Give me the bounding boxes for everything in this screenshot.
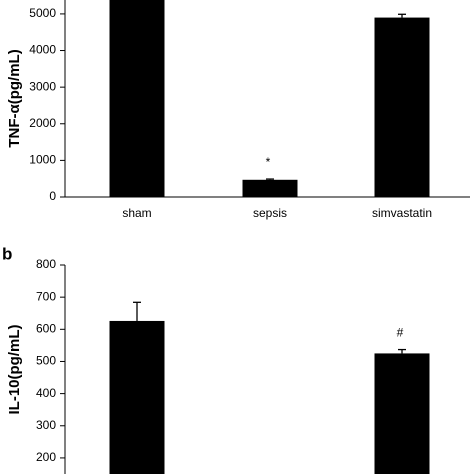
- y-tick-label: 1000: [29, 153, 56, 167]
- y-tick-label: 5000: [29, 6, 56, 20]
- plot-area: [109, 301, 430, 474]
- bar: [242, 179, 298, 197]
- y-tick-label: 800: [36, 257, 56, 271]
- error-bar: [398, 13, 406, 18]
- panel-label: b: [2, 244, 12, 263]
- x-tick-label: sham: [122, 206, 151, 220]
- y-axis-label: TNF-α(pg/mL): [6, 49, 23, 147]
- annotation: #: [397, 326, 404, 340]
- y-tick-label: 600: [36, 321, 56, 335]
- y-tick-label: 200: [36, 450, 56, 464]
- y-tick-label: 300: [36, 418, 56, 432]
- annotation: *: [266, 155, 271, 169]
- x-tick-label: sepsis: [253, 206, 287, 220]
- y-axis-label: IL-10(pg/mL): [6, 325, 23, 415]
- error-bar: [398, 348, 406, 354]
- bar: [109, 320, 165, 474]
- bar: [374, 17, 430, 197]
- y-tick-label: 500: [36, 354, 56, 368]
- y-tick-label: 2000: [29, 116, 56, 130]
- bar: [374, 353, 430, 474]
- x-tick-label: simvastatin: [372, 206, 432, 220]
- bar: [109, 0, 165, 197]
- error-bar: [133, 301, 141, 321]
- y-tick-label: 4000: [29, 43, 56, 57]
- y-tick-label: 400: [36, 386, 56, 400]
- y-tick-label: 3000: [29, 79, 56, 93]
- plot-area: [109, 0, 430, 197]
- y-tick-label: 0: [49, 189, 56, 203]
- error-bar: [266, 178, 274, 180]
- y-tick-label: 700: [36, 289, 56, 303]
